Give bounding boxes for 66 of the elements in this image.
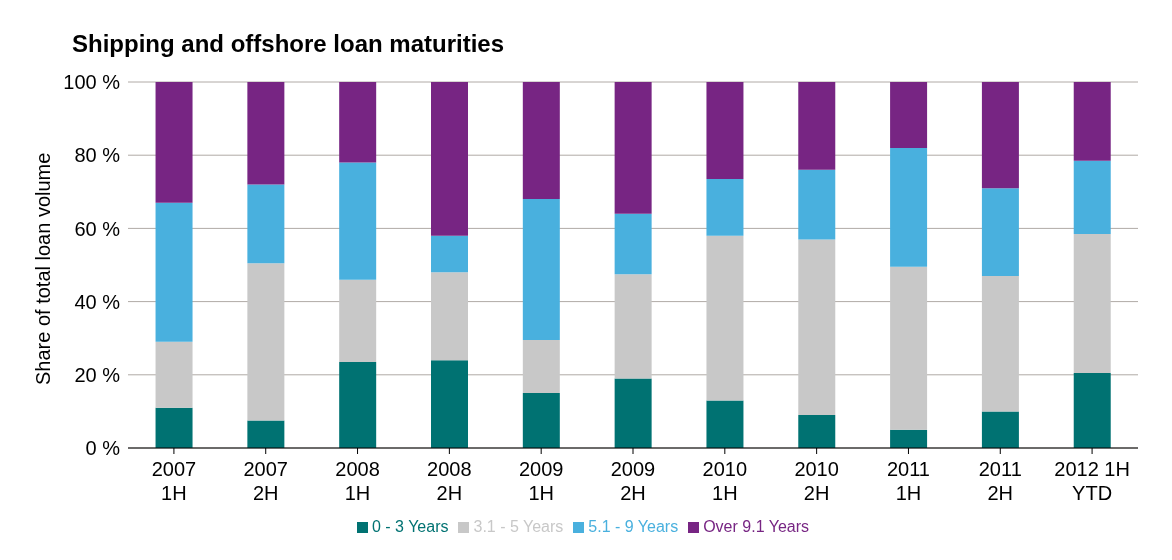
bar: [1073, 372, 1111, 448]
bar: [798, 82, 836, 170]
bar: [1073, 82, 1111, 161]
y-tick-label: 80 %: [74, 144, 121, 167]
bar: [614, 82, 652, 214]
bar: [614, 378, 652, 448]
bar: [247, 82, 285, 185]
y-axis-title: Share of total loan volume: [32, 152, 55, 385]
bar: [706, 82, 744, 179]
bar: [706, 235, 744, 401]
bar: [155, 341, 193, 408]
bar: [706, 400, 744, 448]
x-tick-label: 2012 1H YTD: [1054, 458, 1130, 504]
chart-title: Shipping and offshore loan maturities: [71, 29, 506, 59]
bar: [981, 411, 1019, 448]
legend-label: 5.1 - 9 Years: [588, 518, 679, 535]
bar: [798, 415, 836, 448]
bar: [247, 420, 285, 448]
bar: [522, 199, 560, 341]
y-tick-label: 20 %: [74, 363, 121, 386]
bar: [798, 239, 836, 416]
y-tick-label: 0 %: [85, 437, 121, 460]
x-tick-label: 2010 2H: [794, 458, 839, 504]
bar: [1073, 160, 1111, 234]
x-tick-label: 2009 1H: [518, 458, 564, 504]
bar: [155, 82, 193, 203]
bar: [798, 169, 836, 240]
y-tick-label: 60 %: [74, 217, 121, 240]
bar: [890, 147, 928, 267]
bar: [981, 82, 1019, 189]
x-tick-label: 2011 1H: [886, 458, 930, 504]
bar: [890, 82, 928, 148]
bar: [1073, 233, 1111, 373]
bar: [339, 82, 377, 163]
y-tick-label: 100 %: [63, 71, 121, 94]
x-tick-label: 2007 1H: [151, 458, 197, 504]
bar: [981, 188, 1019, 276]
x-tick-label: 2008 1H: [335, 458, 380, 504]
bar: [431, 82, 468, 236]
y-tick-label: 40 %: [74, 290, 121, 313]
x-tick-label: 2010 1H: [702, 458, 748, 504]
bar: [890, 266, 928, 430]
bar: [890, 429, 928, 448]
bar: [522, 82, 560, 200]
bar: [155, 407, 193, 448]
bar: [155, 202, 193, 342]
x-tick-label: 2008 2H: [427, 458, 472, 504]
x-tick-label: 2009 2H: [610, 458, 656, 504]
bar: [247, 263, 285, 421]
bar: [339, 162, 377, 280]
legend-label: 0 - 3 Years: [371, 518, 449, 535]
bar: [247, 184, 285, 264]
bar: [522, 340, 560, 394]
bar: [522, 393, 560, 448]
bar: [981, 275, 1019, 412]
bar: [431, 360, 468, 448]
bar: [339, 279, 377, 362]
bar: [706, 178, 744, 236]
x-tick-label: 2011 2H: [978, 458, 1022, 504]
bar: [339, 361, 377, 448]
legend-label: Over 9.1 Years: [703, 518, 810, 535]
bar: [431, 272, 468, 361]
bar: [614, 213, 652, 275]
x-tick-label: 2007 2H: [243, 458, 288, 504]
bar: [431, 235, 468, 273]
bar: [614, 274, 652, 379]
